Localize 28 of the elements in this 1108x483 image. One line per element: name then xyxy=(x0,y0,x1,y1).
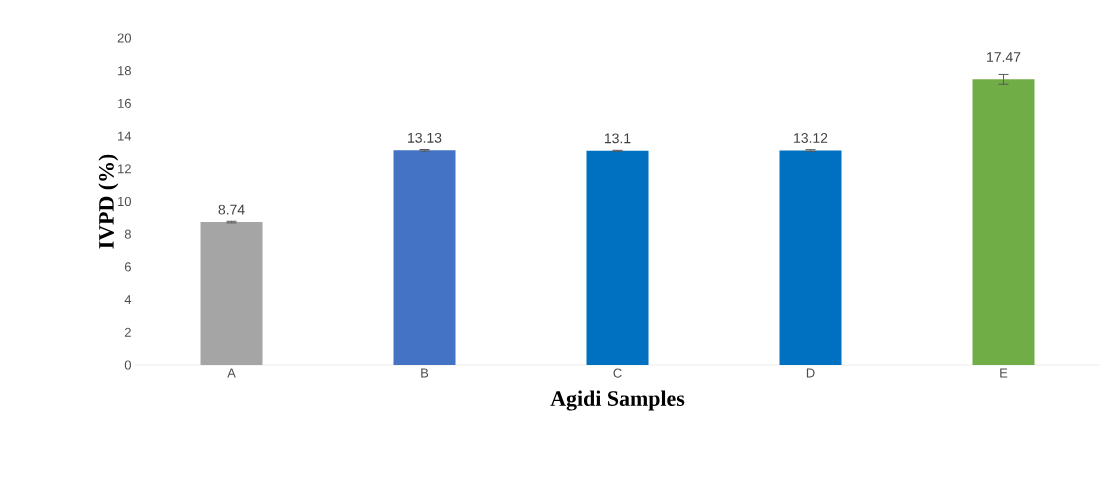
y-tick-label: 8 xyxy=(124,229,131,239)
bar xyxy=(393,150,456,365)
y-axis-title: IVPD (%) xyxy=(98,154,119,249)
y-tick-label: 2 xyxy=(124,327,131,337)
bar xyxy=(779,150,842,365)
y-tick-label: 20 xyxy=(117,33,131,43)
x-tick-label: B xyxy=(421,368,429,378)
y-tick-label: 6 xyxy=(124,262,131,272)
y-tick-label: 16 xyxy=(118,98,131,108)
x-tick-label: C xyxy=(613,368,622,378)
x-axis-title: Agidi Samples xyxy=(550,390,685,411)
y-tick-label: 4 xyxy=(124,295,132,305)
y-tick-label: 12 xyxy=(118,164,131,174)
bar xyxy=(972,79,1035,365)
bar xyxy=(200,222,263,365)
y-tick-label: 18 xyxy=(118,66,131,76)
y-tick-label: 0 xyxy=(124,360,131,370)
data-label: 13.12 xyxy=(794,133,828,143)
x-tick-label: E xyxy=(1000,368,1008,378)
y-tick-label: 10 xyxy=(118,196,131,207)
x-tick-label: A xyxy=(227,368,236,378)
data-label: 8.74 xyxy=(218,204,245,215)
data-label: 13.13 xyxy=(408,132,442,143)
bar xyxy=(586,150,649,365)
data-label: 17.47 xyxy=(987,52,1021,62)
y-tick-label: 14 xyxy=(118,131,132,141)
data-label: 13.1 xyxy=(605,133,631,144)
x-tick-label: D xyxy=(806,368,815,378)
